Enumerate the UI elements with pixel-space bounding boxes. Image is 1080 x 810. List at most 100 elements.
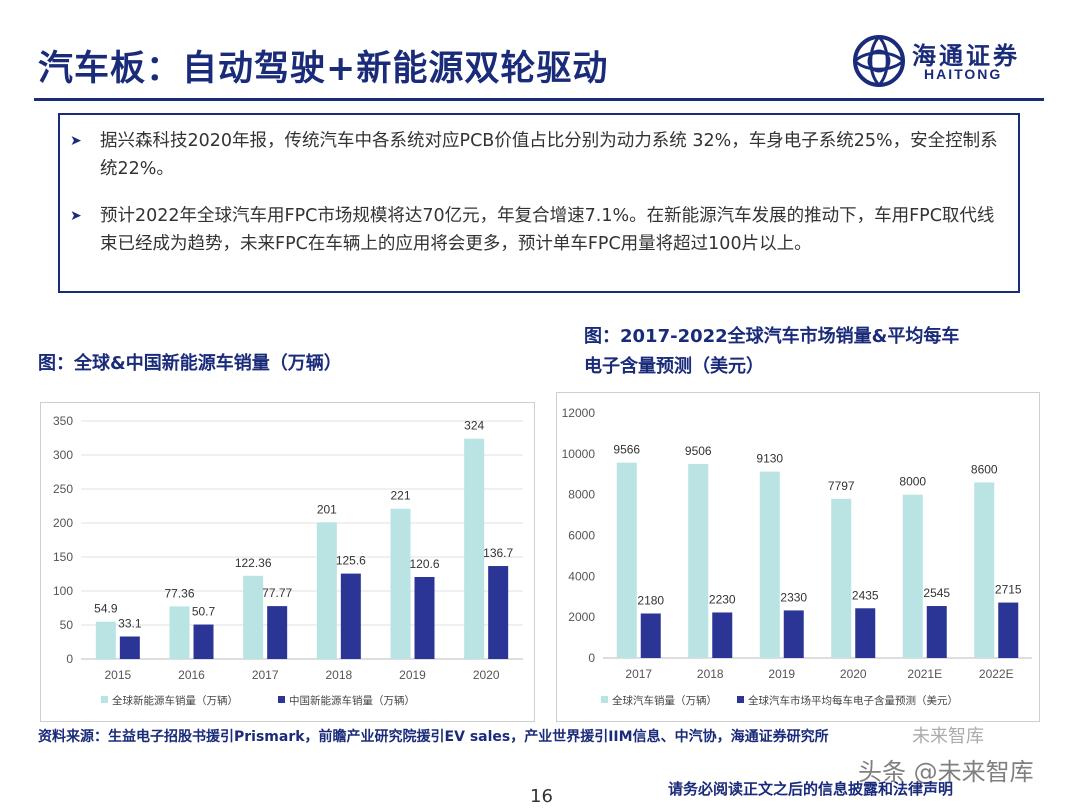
legend-label: 中国新能源车销量（万辆）: [289, 694, 415, 707]
arrow-bullet-icon: ➤: [70, 208, 82, 224]
bullet-1: ➤ 据兴森科技2020年报，传统汽车中各系统对应PCB价值占比分别为动力系统 3…: [70, 127, 1000, 183]
title-rule: [34, 98, 1044, 101]
right-chart-caption-line2: 电子含量预测（美元）: [584, 356, 764, 377]
y-tick-label: 12000: [562, 406, 596, 420]
watermark-secondary: 未来智库: [912, 726, 984, 747]
arrow-bullet-icon: ➤: [70, 133, 82, 149]
x-tick-label: 2017: [252, 668, 279, 682]
data-label: 2435: [852, 588, 879, 602]
legend-swatch: [101, 696, 108, 703]
y-tick-label: 10000: [562, 447, 596, 461]
data-label: 8000: [899, 475, 926, 489]
logo-text-en: HAITONG: [924, 66, 1003, 82]
bullet-2-text: 预计2022年全球汽车用FPC市场规模将达70亿元，年复合增速7.1%。在新能源…: [100, 206, 995, 254]
watermark: 头条 @未来智库: [858, 758, 1034, 786]
y-tick-label: 150: [53, 550, 73, 564]
data-label: 77.77: [262, 586, 292, 600]
y-tick-label: 2000: [568, 610, 595, 624]
data-label: 54.9: [94, 602, 118, 616]
data-label: 2715: [995, 583, 1022, 597]
bar-series2: [855, 608, 876, 658]
bar-series1: [688, 463, 709, 658]
page-number: 16: [530, 786, 553, 807]
haitong-emblem-icon: [853, 35, 905, 87]
y-tick-label: 350: [53, 414, 73, 428]
source-note: 资料来源：生益电子招股书援引Prismark，前瞻产业研究院援引EV sales…: [38, 729, 829, 745]
x-tick-label: 2016: [178, 668, 205, 682]
legend-label: 全球汽车销量（万辆）: [612, 694, 717, 707]
legend-label: 全球汽车市场平均每车电子含量预测（美元）: [748, 694, 958, 707]
bar-series2: [267, 606, 288, 659]
x-tick-label: 2017: [625, 667, 652, 681]
bar-series1: [316, 522, 337, 659]
data-label: 8600: [971, 462, 998, 476]
bar-series1: [464, 438, 485, 659]
x-tick-label: 2021E: [907, 667, 942, 681]
legend-swatch: [278, 696, 285, 703]
data-label: 9130: [756, 452, 783, 466]
x-tick-label: 2020: [840, 667, 867, 681]
summary-box: ➤ 据兴森科技2020年报，传统汽车中各系统对应PCB价值占比分别为动力系统 3…: [58, 113, 1020, 293]
ev-sales-chart: 0 50 100 150 200 250 300 350 2015 54.9 33.1 2016 77.…: [40, 402, 535, 722]
right-chart-caption-line1: 图：2017-2022全球汽车市场销量&平均每车: [584, 326, 960, 347]
bar-series2: [414, 576, 435, 659]
data-label: 122.36: [235, 556, 272, 570]
left-chart-caption: 图：全球&中国新能源车销量（万辆）: [38, 353, 342, 374]
data-label: 324: [464, 419, 484, 433]
bullet-2: ➤ 预计2022年全球汽车用FPC市场规模将达70亿元，年复合增速7.1%。在新…: [70, 202, 1000, 258]
y-tick-label: 8000: [568, 488, 595, 502]
ev-sales-chart-svg: 0 50 100 150 200 250 300 350 2015 54.933.1 2016 77.…: [53, 414, 523, 707]
bar-series2: [712, 612, 733, 658]
bar-series2: [926, 606, 947, 658]
data-label: 2330: [780, 590, 807, 604]
x-tick-label: 2019: [768, 667, 795, 681]
y-tick-label: 100: [53, 584, 73, 598]
disclaimer: 请务必阅读正文之后的信息披露和法律声明: [668, 780, 954, 798]
data-label: 77.36: [164, 586, 194, 600]
y-tick-label: 0: [66, 652, 73, 666]
x-tick-label: 2018: [697, 667, 724, 681]
data-label: 50.7: [192, 605, 216, 619]
data-label: 9506: [685, 444, 712, 458]
bar-series2: [998, 602, 1019, 658]
data-label: 2180: [637, 593, 664, 607]
auto-sales-chart: 0 2000 4000 6000 8000 10000 12000 2017 9566 2180 2…: [556, 392, 1040, 722]
y-tick-label: 50: [60, 618, 74, 632]
y-tick-label: 250: [53, 482, 73, 496]
auto-sales-chart-svg: 0 2000 4000 6000 8000 10000 12000 2017 9566 2180 2…: [562, 406, 1032, 707]
page-title: 汽车板：自动驾驶+新能源双轮驱动: [38, 49, 609, 89]
x-tick-label: 2015: [104, 668, 131, 682]
data-label: 7797: [828, 479, 855, 493]
bar-series1: [95, 621, 116, 659]
y-tick-label: 6000: [568, 529, 595, 543]
x-tick-label: 2020: [473, 668, 500, 682]
bar-series2: [119, 636, 140, 659]
legend-swatch: [737, 696, 744, 703]
bar-series2: [488, 566, 509, 659]
data-label: 33.1: [118, 616, 142, 630]
data-label: 125.6: [336, 554, 366, 568]
bar-series2: [640, 613, 661, 658]
bar-series1: [169, 606, 190, 659]
bar-series1: [759, 471, 780, 658]
legend-swatch: [601, 696, 608, 703]
data-label: 136.7: [483, 546, 513, 560]
x-tick-label: 2019: [399, 668, 426, 682]
bar-series1: [616, 462, 637, 658]
y-tick-label: 300: [53, 448, 73, 462]
bar-series2: [783, 610, 804, 658]
bullet-1-text: 据兴森科技2020年报，传统汽车中各系统对应PCB价值占比分别为动力系统 32%…: [100, 131, 998, 179]
bar-series1: [974, 482, 995, 658]
data-label: 2230: [709, 592, 736, 606]
data-label: 221: [390, 489, 410, 503]
logo-text-cn: 海通证券: [912, 41, 1020, 70]
data-label: 120.6: [409, 557, 439, 571]
haitong-logo: 海通证券 HAITONG: [852, 34, 1052, 90]
bar-series1: [390, 508, 411, 659]
data-label: 9566: [613, 443, 640, 457]
bar-series1: [243, 575, 264, 659]
legend-label: 全球新能源车销量（万辆）: [112, 694, 238, 707]
x-tick-label: 2022E: [979, 667, 1014, 681]
bar-series1: [831, 498, 852, 658]
bar-series2: [193, 624, 214, 659]
